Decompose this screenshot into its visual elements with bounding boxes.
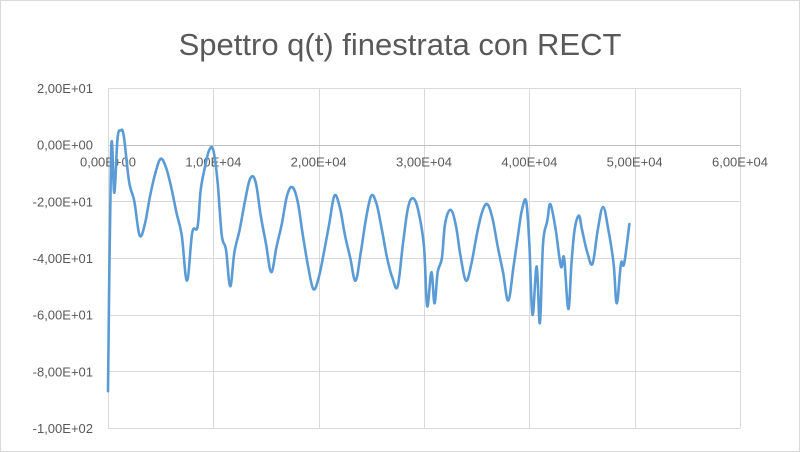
x-tick-label: 1,00E+04 — [185, 155, 241, 170]
y-tick-label: -2,00E+01 — [33, 194, 93, 209]
x-tick-label: 0,00E+00 — [80, 155, 136, 170]
x-tick-label: 3,00E+04 — [396, 155, 452, 170]
y-tick-labels: 2,00E+01 0,00E+00 -2,00E+01 -4,00E+01 -6,00E… — [33, 81, 93, 436]
x-tick-label: 2,00E+04 — [291, 155, 347, 170]
series-line-0 — [106, 128, 631, 393]
y-tick-label: 2,00E+01 — [37, 81, 93, 96]
y-tick-label: 0,00E+00 — [37, 138, 93, 153]
y-tick-label: -8,00E+01 — [33, 364, 93, 379]
y-tick-label: -4,00E+01 — [33, 251, 93, 266]
x-tick-labels: 0,00E+00 1,00E+04 2,00E+04 3,00E+04 4,00E+04… — [80, 155, 768, 170]
series — [106, 128, 631, 393]
chart-title: Spettro q(t) finestrata con RECT — [179, 27, 622, 62]
y-tick-label: -1,00E+02 — [33, 421, 93, 436]
x-tick-label: 4,00E+04 — [501, 155, 557, 170]
x-tick-label: 5,00E+04 — [607, 155, 663, 170]
x-tick-label: 6,00E+04 — [712, 155, 768, 170]
y-tick-label: -6,00E+01 — [33, 308, 93, 323]
